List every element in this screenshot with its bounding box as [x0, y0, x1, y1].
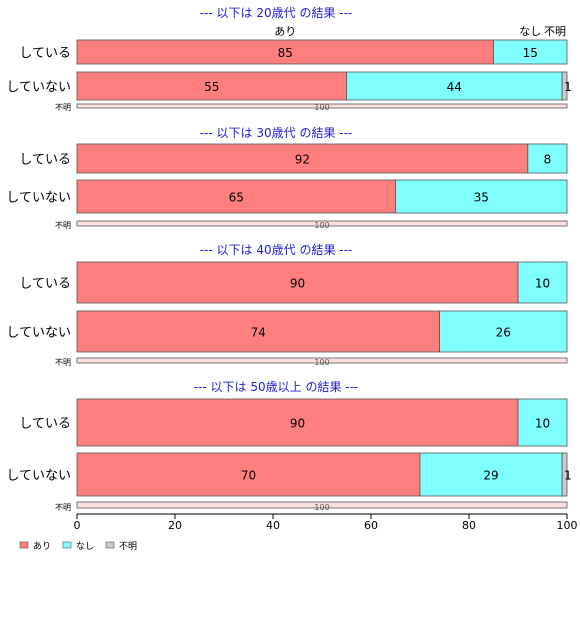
data-label: 10	[535, 277, 550, 291]
unknown-bar-label: 100	[314, 103, 329, 112]
row-label: している	[19, 46, 71, 61]
column-header: 不明	[544, 25, 566, 38]
bar-segment	[561, 452, 568, 497]
data-label: 8	[544, 153, 552, 167]
data-label: 74	[251, 326, 266, 340]
legend-swatch	[19, 541, 29, 549]
unknown-bar-label: 100	[314, 221, 329, 230]
legend-label: なし	[76, 541, 94, 552]
legend-label: 不明	[119, 541, 137, 552]
bar-segment	[419, 452, 563, 497]
data-label: 10	[535, 417, 550, 431]
bar-segment	[493, 39, 568, 65]
data-label: 65	[229, 191, 244, 205]
panel-title: --- 以下は 40歳代 の結果 ---	[200, 243, 353, 257]
data-label: 90	[290, 277, 305, 291]
data-label: 29	[483, 469, 498, 483]
data-label: 1	[564, 469, 572, 483]
unknown-row-label: 不明	[55, 358, 71, 367]
bar-segment	[76, 310, 441, 353]
data-label: 92	[295, 153, 310, 167]
row-label: していない	[6, 469, 71, 484]
bar-segment	[76, 261, 519, 304]
unknown-bar	[76, 357, 568, 364]
bar-segment	[76, 179, 396, 214]
x-tick-label: 0	[74, 519, 81, 532]
legend-swatch	[62, 541, 72, 549]
data-label: 70	[241, 469, 256, 483]
row-label: している	[19, 277, 71, 292]
bar-segment	[76, 398, 519, 447]
column-header: なし	[519, 25, 541, 38]
data-label: 26	[496, 326, 511, 340]
unknown-bar-label: 100	[314, 358, 329, 367]
row-label: している	[19, 417, 71, 432]
row-label: していない	[6, 191, 71, 206]
data-label: 90	[290, 417, 305, 431]
bar-segment	[76, 452, 421, 497]
column-header: あり	[274, 25, 296, 38]
bar-segment	[561, 71, 568, 101]
row-label: している	[19, 153, 71, 168]
unknown-row-label: 不明	[55, 103, 71, 112]
data-label: 44	[447, 80, 462, 94]
unknown-row-label: 不明	[55, 221, 71, 230]
x-tick-label: 80	[462, 519, 476, 532]
unknown-bar	[76, 103, 568, 109]
bar-segment	[346, 71, 563, 101]
x-tick-label: 100	[557, 519, 578, 532]
data-label: 35	[474, 191, 489, 205]
panel-title: --- 以下は 50歳以上 の結果 ---	[194, 380, 359, 394]
unknown-bar	[76, 501, 568, 509]
x-tick-label: 40	[266, 519, 280, 532]
bar-segment	[76, 143, 529, 174]
panel-title: --- 以下は 20歳代 の結果 ---	[200, 6, 353, 20]
bar-segment	[517, 398, 568, 447]
unknown-bar-label: 100	[314, 503, 329, 512]
data-label: 55	[204, 80, 219, 94]
bar-segment	[395, 179, 568, 214]
panel-title: --- 以下は 30歳代 の結果 ---	[200, 126, 353, 140]
data-label: 15	[523, 46, 538, 60]
unknown-bar	[76, 220, 568, 227]
x-tick-label: 20	[168, 519, 182, 532]
unknown-row-label: 不明	[55, 503, 71, 512]
bar-segment	[76, 39, 494, 65]
bar-segment	[76, 71, 347, 101]
row-label: していない	[6, 80, 71, 95]
legend-label: あり	[33, 541, 51, 552]
legend-swatch	[105, 541, 115, 549]
row-label: していない	[6, 326, 71, 341]
data-label: 1	[564, 80, 572, 94]
bar-segment	[527, 143, 568, 174]
x-tick-label: 60	[364, 519, 378, 532]
bar-segment	[439, 310, 568, 353]
data-label: 85	[278, 46, 293, 60]
bar-segment	[517, 261, 568, 304]
